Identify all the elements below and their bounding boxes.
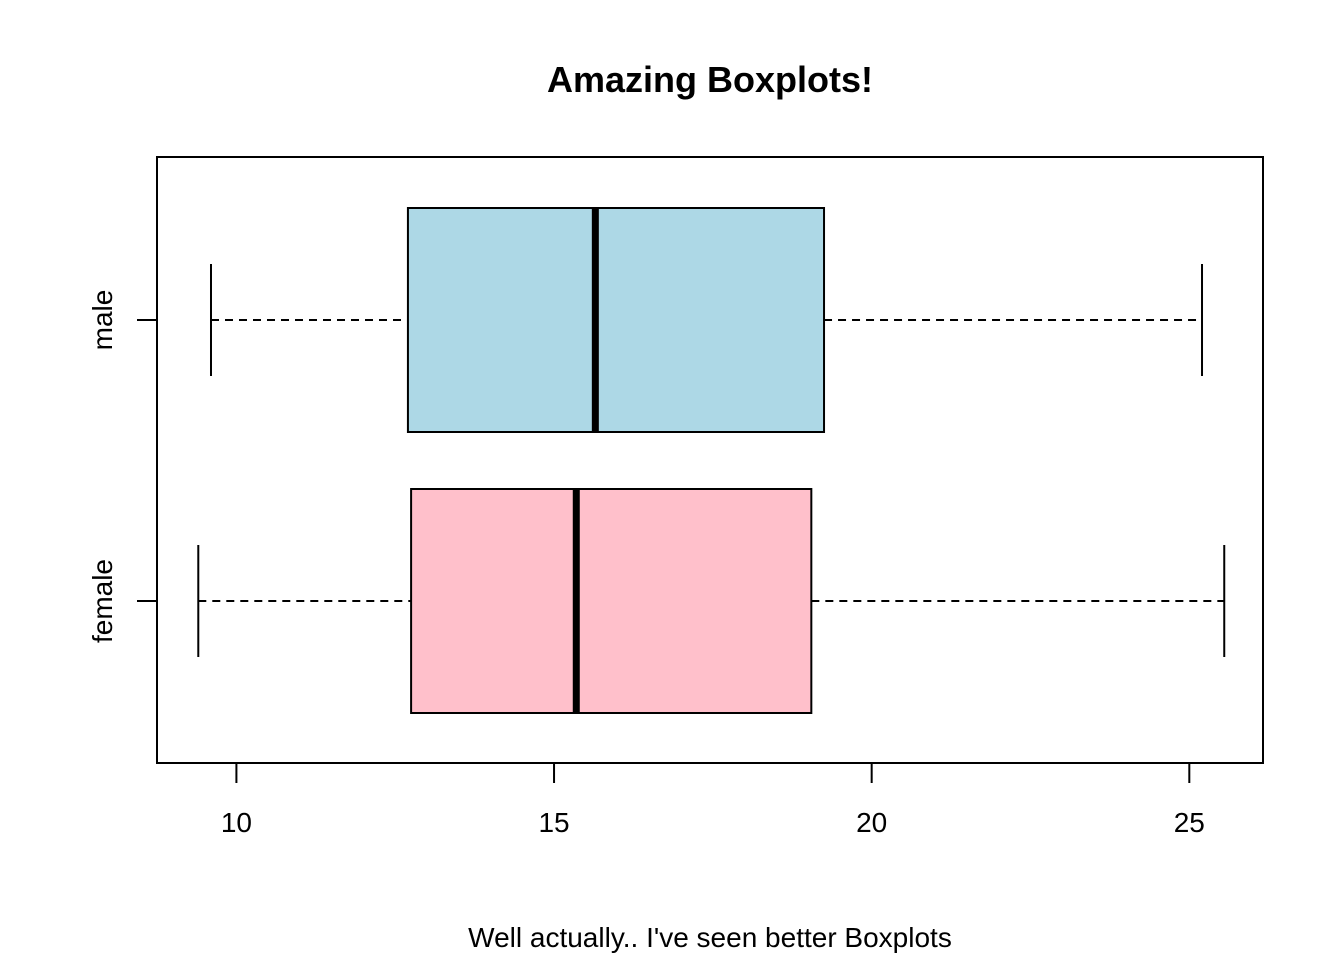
box-group-male <box>209 207 1204 433</box>
box-female <box>410 488 813 714</box>
x-tick-label-10: 10 <box>221 807 252 838</box>
box-group-female <box>197 488 1226 714</box>
y-tick-label-male: male <box>87 290 118 351</box>
x-axis-label: Well actually.. I've seen better Boxplot… <box>468 922 952 953</box>
x-tick-label-25: 25 <box>1174 807 1205 838</box>
y-axis: female male <box>87 290 158 643</box>
boxes-layer <box>197 207 1226 714</box>
box-male <box>406 207 826 433</box>
x-axis: 10 15 20 25 <box>221 762 1205 838</box>
chart-title: Amazing Boxplots! <box>547 59 873 100</box>
y-tick-label-female: female <box>87 559 118 643</box>
x-tick-label-15: 15 <box>538 807 569 838</box>
x-tick-label-20: 20 <box>856 807 887 838</box>
